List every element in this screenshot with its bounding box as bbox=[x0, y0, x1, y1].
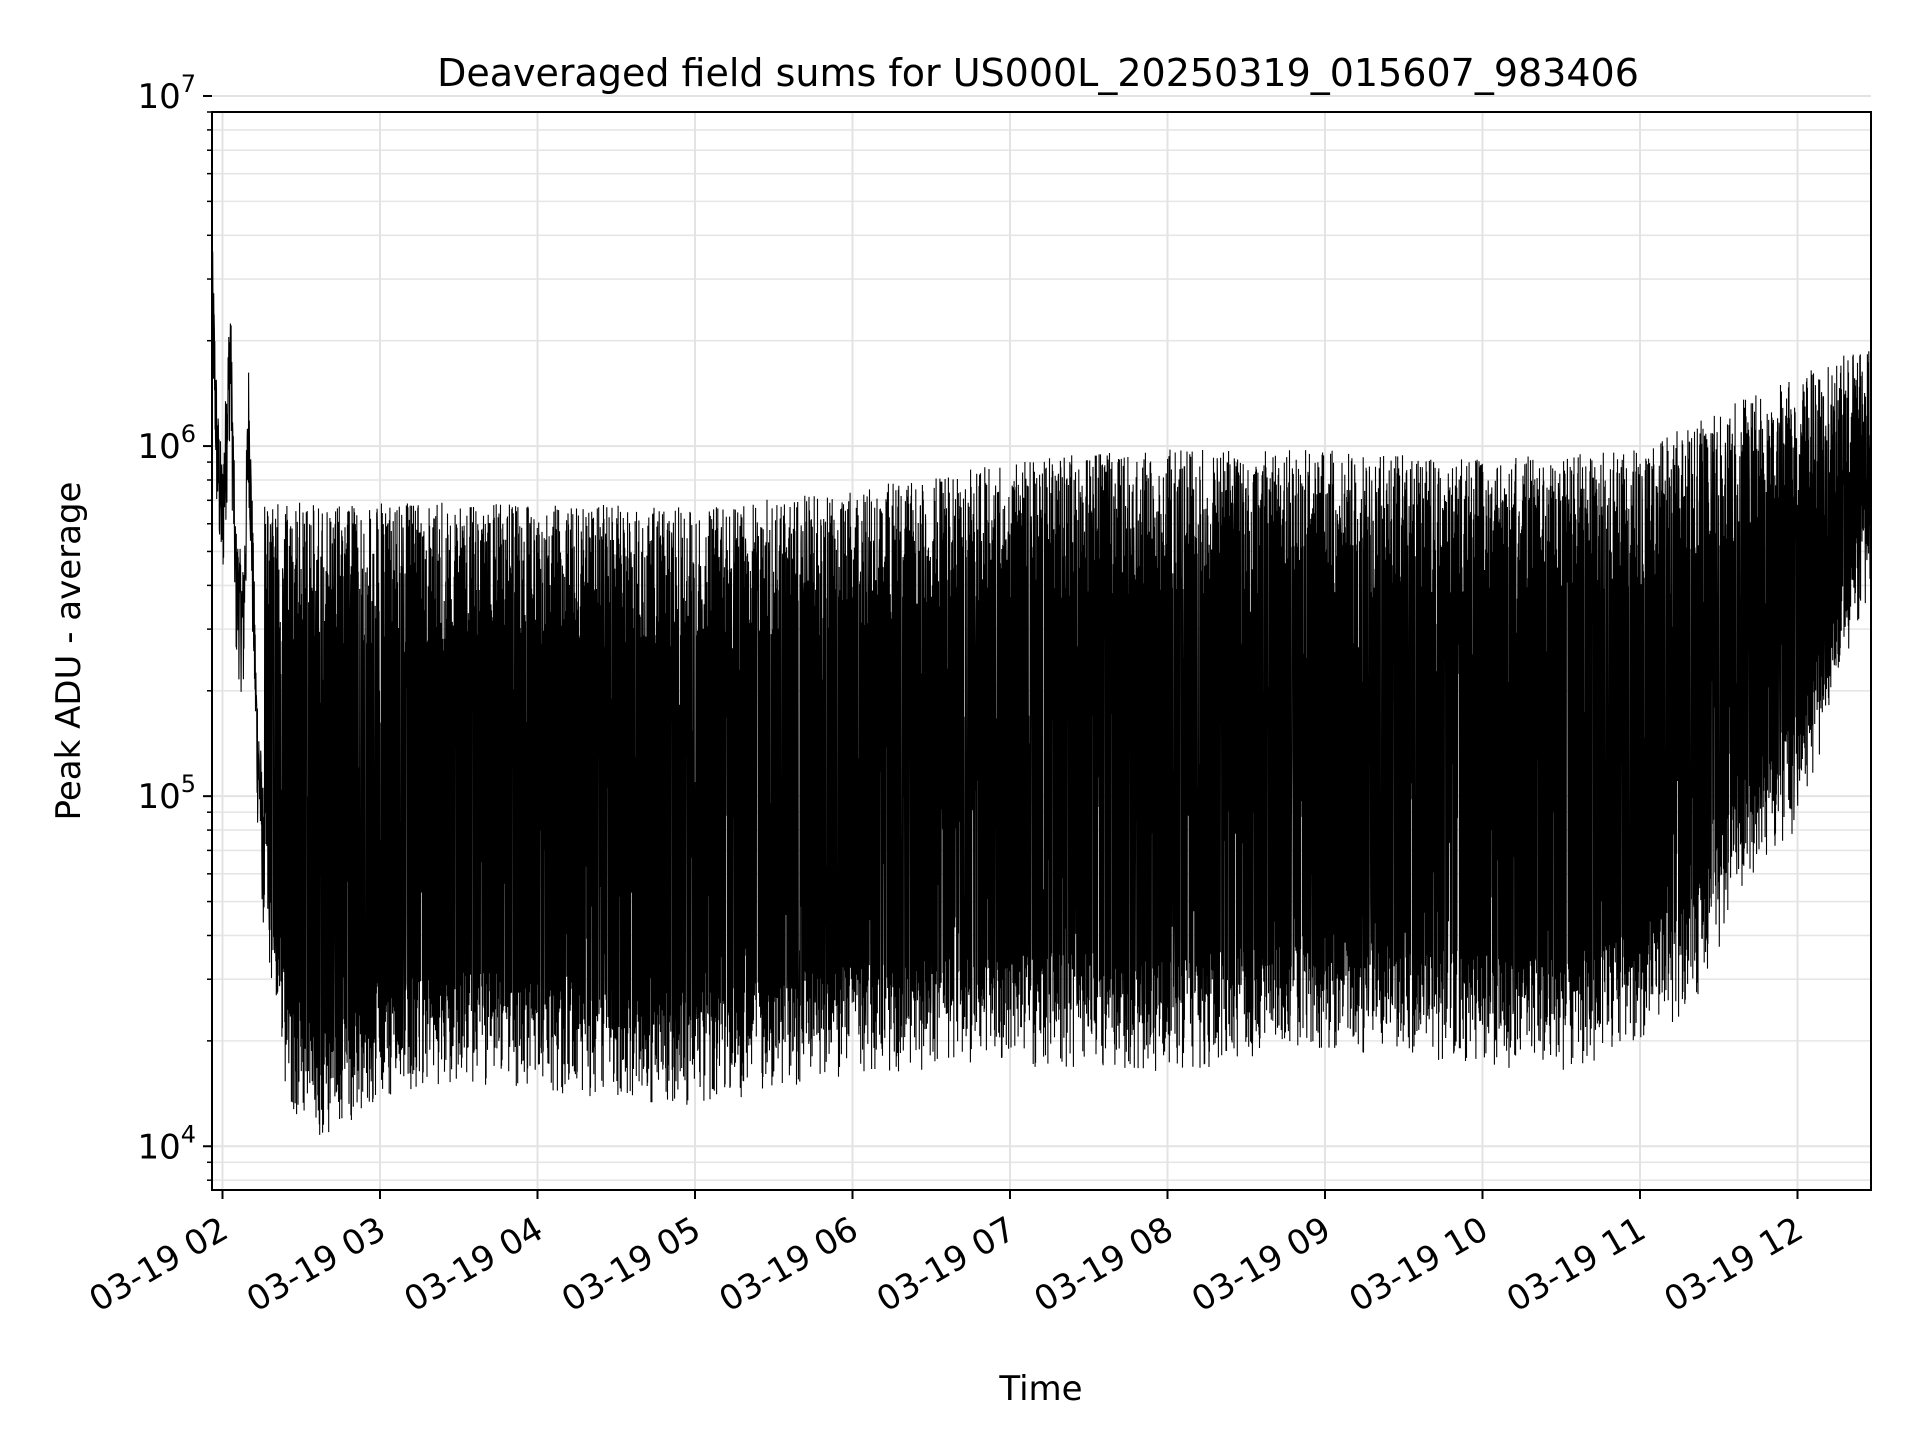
x-axis-label: Time bbox=[998, 1369, 1082, 1409]
y-tick-label: 106 bbox=[137, 420, 196, 467]
chart-title: Deaveraged field sums for US000L_2025031… bbox=[437, 51, 1639, 95]
series-line bbox=[211, 251, 1872, 1135]
y-axis-label: Peak ADU - average bbox=[49, 482, 89, 821]
y-axis: 104 105 106 107 bbox=[137, 70, 212, 1181]
y-tick-label: 105 bbox=[137, 770, 196, 817]
y-tick-label: 107 bbox=[137, 70, 196, 117]
plot-frame bbox=[211, 111, 1872, 1191]
y-tick-label: 104 bbox=[137, 1120, 196, 1167]
series-group bbox=[211, 251, 1872, 1135]
